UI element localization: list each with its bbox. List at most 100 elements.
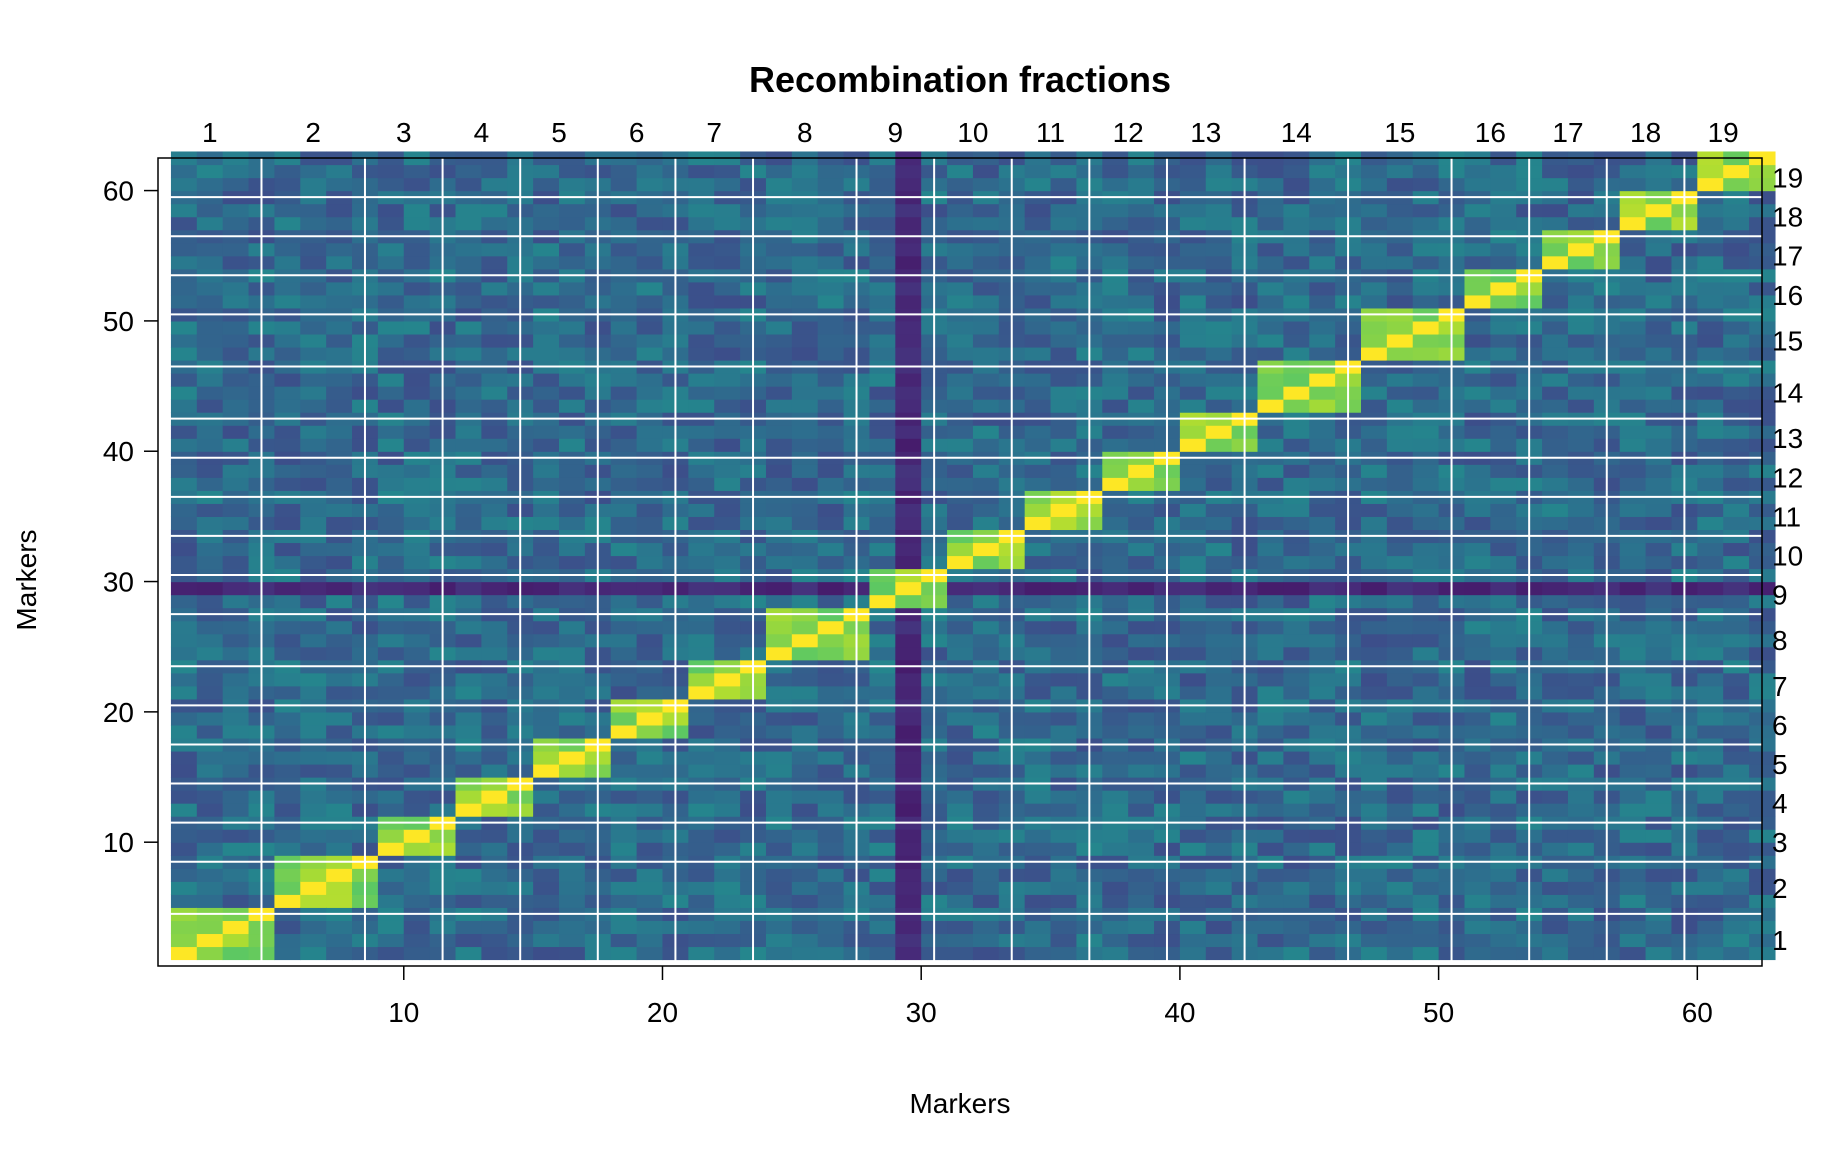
heatmap-cell (1102, 503, 1129, 517)
heatmap-cell (403, 477, 431, 491)
heatmap-cell (222, 386, 250, 400)
heatmap-cell (222, 646, 250, 661)
heatmap-cell (326, 255, 353, 270)
right-group-label: 12 (1772, 462, 1803, 493)
heatmap-cell (196, 242, 224, 257)
heatmap-cell (1645, 803, 1673, 817)
heatmap-cell (1412, 333, 1440, 348)
heatmap-cell (222, 685, 250, 700)
heatmap-cell (765, 164, 793, 179)
heatmap-cell (1128, 255, 1155, 270)
heatmap-cell (403, 242, 431, 257)
heatmap-cell (1024, 164, 1052, 179)
heatmap-cell (455, 646, 482, 661)
heatmap-cell (1386, 646, 1414, 661)
heatmap-cell (1490, 164, 1517, 179)
heatmap-cell (1102, 868, 1129, 882)
heatmap-cell (636, 646, 664, 661)
heatmap-cell (895, 346, 922, 361)
heatmap-cell (196, 711, 224, 726)
heatmap-cell (1309, 320, 1336, 335)
heatmap-cell (170, 177, 198, 192)
heatmap-cell (1283, 724, 1310, 739)
heatmap-cell (274, 216, 301, 231)
heatmap-cell (1361, 425, 1388, 439)
heatmap-cell (791, 711, 819, 726)
heatmap-cell (714, 477, 741, 491)
heatmap-cell (1102, 203, 1129, 218)
heatmap-cell (688, 281, 715, 296)
heatmap-cell (1567, 685, 1595, 700)
top-group-label: 7 (706, 117, 722, 148)
heatmap-cell (895, 477, 922, 491)
heatmap-cell (1412, 294, 1440, 309)
heatmap-cell (610, 281, 638, 296)
heatmap-cell (1257, 790, 1284, 804)
heatmap-cell (895, 594, 922, 609)
heatmap-cell (1412, 946, 1440, 961)
top-group-label: 1 (202, 117, 218, 148)
heatmap-cell (403, 946, 431, 961)
heatmap-cell (1024, 842, 1052, 856)
heatmap-cell (1257, 177, 1284, 192)
heatmap-cell (1128, 346, 1155, 361)
heatmap-cell (1128, 829, 1155, 843)
heatmap-cell (300, 881, 327, 895)
heatmap-cell (1361, 203, 1388, 218)
heatmap-cell (791, 216, 819, 231)
heatmap-cell (610, 829, 638, 843)
heatmap-cell (1205, 685, 1233, 700)
heatmap-cell (1205, 346, 1233, 361)
heatmap-cell (1645, 203, 1673, 218)
heatmap-cell (714, 503, 741, 517)
heatmap-cell (1128, 946, 1155, 961)
heatmap-cell (688, 438, 715, 452)
y-tick-label: 60 (103, 176, 134, 207)
heatmap-cell (1490, 803, 1517, 817)
heatmap-cell (1697, 294, 1724, 309)
heatmap-cell (1645, 946, 1673, 961)
heatmap-cell (1128, 724, 1155, 739)
heatmap-cell (869, 764, 896, 778)
heatmap-cell (972, 373, 1000, 387)
heatmap-cell (817, 281, 845, 296)
heatmap-cell (1386, 803, 1414, 817)
heatmap-cell (1464, 164, 1491, 179)
heatmap-cell (1309, 399, 1336, 413)
heatmap-cell (1309, 711, 1336, 726)
heatmap-cell (1205, 920, 1233, 935)
heatmap-cell (972, 672, 1000, 687)
heatmap-cell (170, 646, 198, 661)
heatmap-cell (1464, 946, 1491, 961)
heatmap-cell (1179, 438, 1207, 452)
heatmap-cell (222, 373, 250, 387)
heatmap-cell (1361, 164, 1388, 179)
heatmap-cell (1619, 894, 1647, 908)
heatmap-cell (817, 894, 845, 908)
heatmap-cell (817, 555, 845, 570)
heatmap-cell (765, 555, 793, 570)
heatmap-cell (170, 255, 198, 270)
heatmap-cell (1490, 346, 1517, 361)
heatmap-cell (1697, 333, 1724, 348)
heatmap-cell (947, 750, 974, 765)
heatmap-cell (688, 829, 715, 843)
heatmap-cell (895, 764, 922, 778)
heatmap-cell (559, 894, 586, 908)
heatmap-cell (1490, 386, 1517, 400)
heatmap-cell (1697, 425, 1724, 439)
heatmap-cell (1697, 711, 1724, 726)
heatmap-cell (1050, 425, 1078, 439)
heatmap-cell (1283, 764, 1310, 778)
heatmap-cell (947, 333, 974, 348)
heatmap-cell (1257, 346, 1284, 361)
heatmap-cell (869, 164, 896, 179)
heatmap-cell (326, 764, 353, 778)
heatmap-cell (1283, 790, 1310, 804)
heatmap-cell (1128, 164, 1155, 179)
heatmap-cell (1257, 477, 1284, 491)
heatmap-cell (791, 724, 819, 739)
heatmap-cell (1697, 346, 1724, 361)
heatmap-cell (1102, 386, 1129, 400)
heatmap-cell (817, 320, 845, 335)
